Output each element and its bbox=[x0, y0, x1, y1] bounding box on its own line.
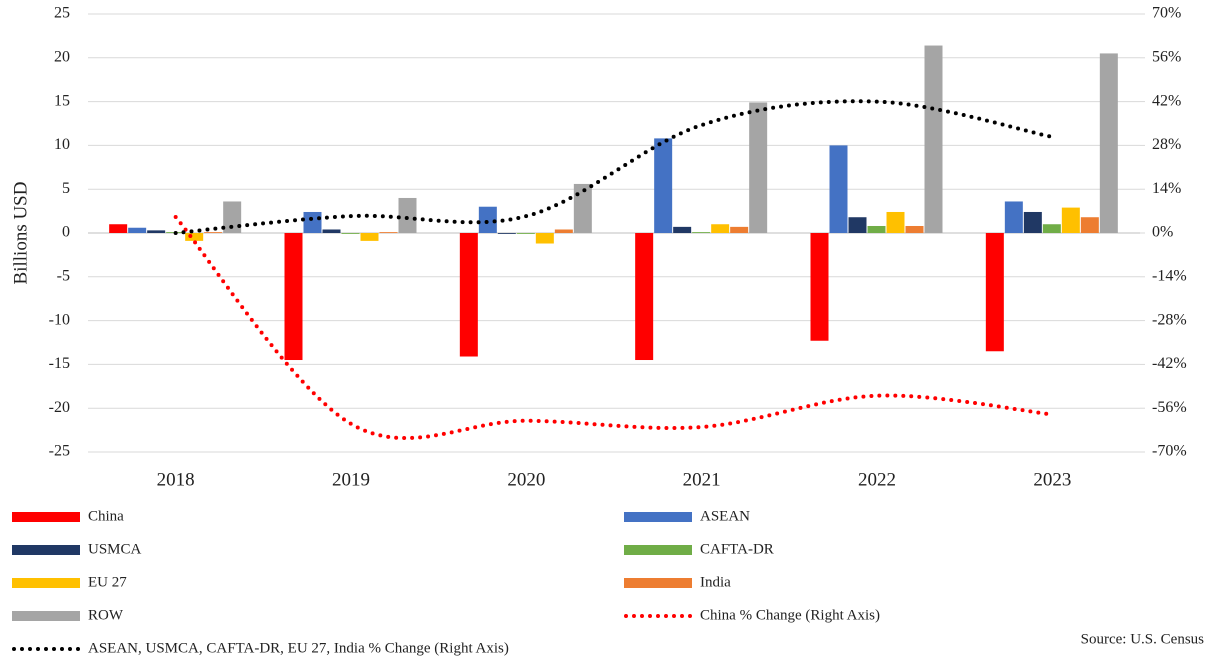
bar bbox=[109, 224, 128, 233]
bar bbox=[398, 197, 417, 233]
legend-swatch bbox=[12, 512, 80, 522]
legend-label: China % Change (Right Axis) bbox=[700, 607, 880, 623]
bar bbox=[341, 233, 360, 234]
legend-label: USMCA bbox=[88, 541, 142, 557]
legend-label: ROW bbox=[88, 607, 124, 623]
legend-swatch bbox=[624, 578, 692, 588]
line bbox=[173, 215, 1055, 440]
y-tick-label: 5 bbox=[62, 180, 70, 197]
y2-tick-label: 0% bbox=[1152, 224, 1173, 241]
bar bbox=[1099, 53, 1118, 233]
bar bbox=[459, 233, 478, 357]
y2-tick-label: 56% bbox=[1152, 48, 1181, 65]
bar bbox=[848, 217, 867, 233]
bar bbox=[223, 201, 242, 233]
bar bbox=[905, 225, 924, 233]
x-tick-label: 2021 bbox=[683, 469, 721, 490]
y2-tick-label: -42% bbox=[1152, 355, 1187, 372]
bar bbox=[635, 233, 654, 361]
bar bbox=[924, 45, 943, 234]
bar bbox=[1023, 211, 1042, 233]
bar bbox=[322, 229, 341, 233]
bar bbox=[810, 233, 829, 341]
y-tick-label: -5 bbox=[57, 267, 70, 284]
y2-tick-label: 70% bbox=[1152, 5, 1181, 22]
y-axis-label: Billions USD bbox=[10, 182, 31, 285]
source: Source: U.S. Census bbox=[1081, 631, 1204, 647]
bar bbox=[673, 226, 692, 233]
bar bbox=[204, 232, 223, 233]
x-tick-label: 2022 bbox=[858, 469, 896, 490]
y2-tick-label: -70% bbox=[1152, 443, 1187, 460]
bar bbox=[654, 138, 673, 233]
bar bbox=[730, 226, 749, 233]
y2-tick-label: -14% bbox=[1152, 267, 1187, 284]
x-tick-label: 2019 bbox=[332, 469, 370, 490]
x-tick-label: 2020 bbox=[507, 469, 545, 490]
bar bbox=[829, 145, 848, 233]
y-tick-label: -25 bbox=[49, 443, 70, 460]
bar bbox=[749, 102, 768, 233]
legend-label: CAFTA-DR bbox=[700, 541, 774, 557]
legend-label: ASEAN, USMCA, CAFTA-DR, EU 27, India % C… bbox=[88, 640, 509, 656]
bar bbox=[1080, 217, 1099, 233]
legend-label: ASEAN bbox=[700, 508, 750, 524]
legend-swatch bbox=[12, 611, 80, 621]
legend-label: China bbox=[88, 508, 124, 524]
y2-tick-label: 42% bbox=[1152, 92, 1181, 109]
bar bbox=[554, 229, 573, 233]
bar bbox=[692, 232, 711, 233]
bar bbox=[867, 225, 886, 233]
y-tick-label: 20 bbox=[54, 48, 70, 65]
legend-swatch bbox=[624, 512, 692, 522]
bar bbox=[573, 183, 592, 233]
y2-tick-label: -28% bbox=[1152, 311, 1187, 328]
bar bbox=[1004, 201, 1023, 233]
bar bbox=[360, 233, 379, 241]
y-tick-label: 10 bbox=[54, 136, 70, 153]
x-tick-label: 2023 bbox=[1033, 469, 1071, 490]
y2-tick-label: 28% bbox=[1152, 136, 1181, 153]
y2-tick-label: 14% bbox=[1152, 180, 1181, 197]
y-tick-label: -10 bbox=[49, 311, 70, 328]
bar bbox=[535, 233, 554, 244]
y-tick-label: -20 bbox=[49, 399, 70, 416]
bar bbox=[379, 232, 398, 233]
bar bbox=[478, 206, 497, 233]
bar bbox=[711, 224, 730, 233]
legend-swatch bbox=[12, 578, 80, 588]
x-tick-label: 2018 bbox=[157, 469, 195, 490]
y-tick-label: 0 bbox=[62, 224, 70, 241]
bar bbox=[886, 211, 905, 233]
legend-label: EU 27 bbox=[88, 574, 127, 590]
bar bbox=[147, 230, 166, 233]
bar bbox=[497, 233, 516, 234]
y2-tick-label: -56% bbox=[1152, 399, 1187, 416]
bar bbox=[516, 233, 535, 234]
bar bbox=[303, 211, 322, 233]
legend-swatch bbox=[12, 545, 80, 555]
bar bbox=[128, 227, 147, 233]
y-tick-label: -15 bbox=[49, 355, 70, 372]
legend-swatch bbox=[624, 545, 692, 555]
legend-label: India bbox=[700, 574, 731, 590]
bar bbox=[1061, 207, 1080, 233]
bar bbox=[284, 233, 303, 361]
y-tick-label: 25 bbox=[54, 5, 70, 22]
bar bbox=[185, 233, 204, 241]
bar bbox=[985, 233, 1004, 352]
bar bbox=[1042, 224, 1061, 233]
y-tick-label: 15 bbox=[54, 92, 70, 109]
